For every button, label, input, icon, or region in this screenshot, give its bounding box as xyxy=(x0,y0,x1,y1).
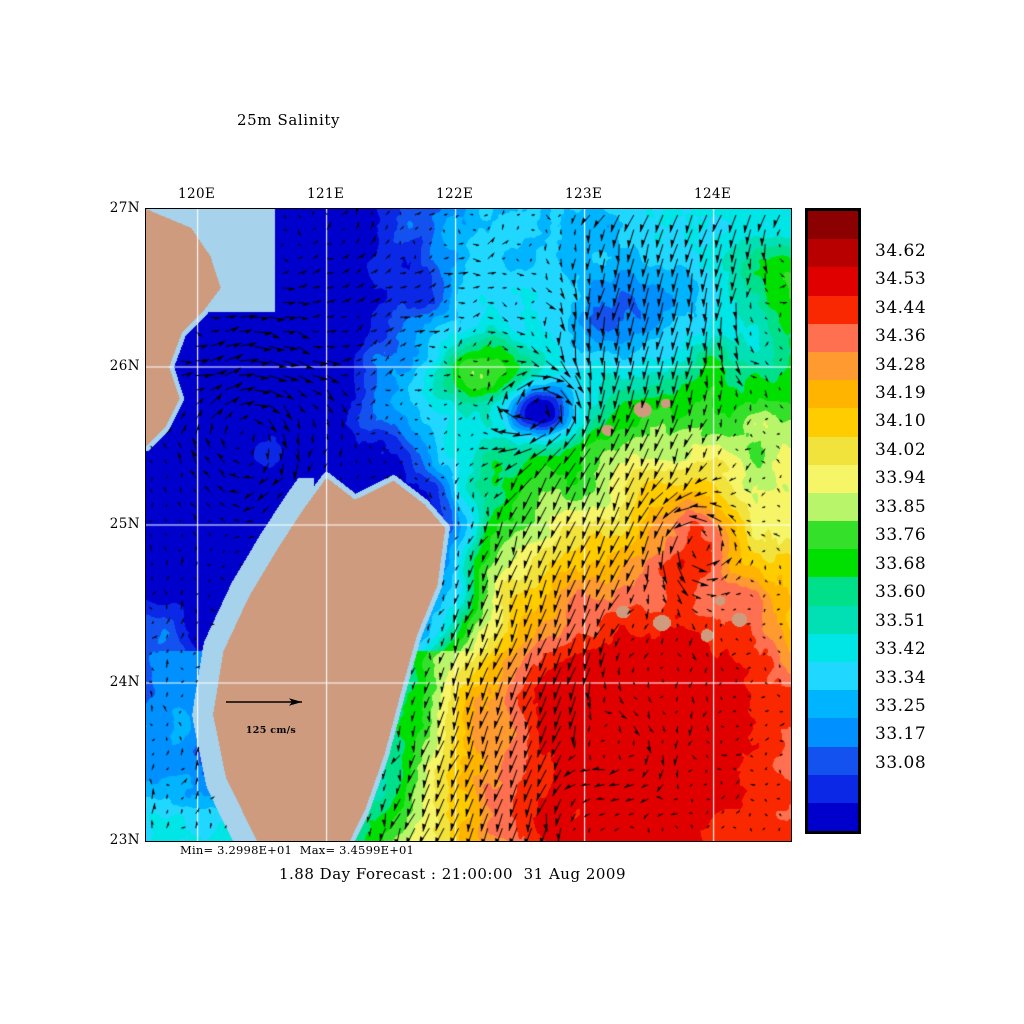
min-max-readout: Min= 3.2998E+01 Max= 3.4599E+01 xyxy=(180,843,415,857)
colorbar-tick-5: 34.19 xyxy=(875,382,927,403)
colorbar-band-6 xyxy=(808,380,858,409)
colorbar-gradient xyxy=(805,208,861,834)
colorbar-tick-18: 33.08 xyxy=(875,752,927,773)
colorbar-band-1 xyxy=(808,239,858,268)
colorbar-band-5 xyxy=(808,351,858,381)
colorbar-band-18 xyxy=(808,718,858,747)
lon-tick-label-0: 120E xyxy=(177,186,216,202)
colorbar-band-12 xyxy=(808,549,858,578)
colorbar-tick-3: 34.36 xyxy=(875,326,927,347)
colorbar-band-21 xyxy=(808,802,858,832)
colorbar-tick-11: 33.68 xyxy=(875,553,927,574)
colorbar-tick-15: 33.34 xyxy=(875,667,927,688)
colorbar-band-9 xyxy=(808,464,858,493)
colorbar-band-19 xyxy=(808,746,858,775)
current-vectors-canvas xyxy=(146,209,791,841)
page-title: 25m Salinity xyxy=(237,111,341,129)
colorbar-tick-12: 33.60 xyxy=(875,582,927,603)
colorbar-band-14 xyxy=(808,605,858,634)
lat-tick-label-0: 27N xyxy=(109,200,140,216)
forecast-caption: 1.88 Day Forecast : 21:00:00 31 Aug 2009 xyxy=(279,865,626,883)
colorbar-band-2 xyxy=(808,267,858,296)
colorbar-band-16 xyxy=(808,662,858,691)
colorbar-band-10 xyxy=(808,492,858,522)
lat-tick-label-4: 23N xyxy=(109,832,140,848)
lon-tick-label-1: 121E xyxy=(306,186,345,202)
colorbar-tick-14: 33.42 xyxy=(875,639,927,660)
lon-tick-label-4: 124E xyxy=(693,186,732,202)
colorbar-tick-13: 33.51 xyxy=(875,610,927,631)
map-plot-area: 125 cm/s xyxy=(145,208,792,842)
colorbar-band-3 xyxy=(808,295,858,324)
colorbar-tick-4: 34.28 xyxy=(875,354,927,375)
colorbar-band-7 xyxy=(808,408,858,437)
colorbar-band-13 xyxy=(808,577,858,606)
colorbar-tick-6: 34.10 xyxy=(875,411,927,432)
colorbar-tick-1: 34.53 xyxy=(875,269,927,290)
colorbar-tick-8: 33.94 xyxy=(875,468,927,489)
colorbar-band-15 xyxy=(808,633,858,662)
lat-tick-label-3: 24N xyxy=(109,674,140,690)
colorbar-tick-2: 34.44 xyxy=(875,297,927,318)
colorbar-band-17 xyxy=(808,690,858,719)
colorbar-band-0 xyxy=(808,211,858,240)
colorbar-band-4 xyxy=(808,323,858,352)
lon-tick-label-2: 122E xyxy=(435,186,474,202)
colorbar-band-8 xyxy=(808,436,858,465)
colorbar: 34.62 34.53 34.44 34.36 34.28 34.19 34.10 34.02… xyxy=(805,208,926,834)
colorbar-tick-16: 33.25 xyxy=(875,695,927,716)
colorbar-band-20 xyxy=(808,774,858,803)
lat-tick-label-1: 26N xyxy=(109,358,140,374)
colorbar-band-11 xyxy=(808,521,858,550)
latitude-axis: 27N 26N 25N 24N 23N xyxy=(94,0,140,1024)
lon-tick-label-3: 123E xyxy=(564,186,603,202)
colorbar-tick-9: 33.85 xyxy=(875,496,927,517)
colorbar-tick-7: 34.02 xyxy=(875,439,927,460)
colorbar-tick-10: 33.76 xyxy=(875,525,927,546)
colorbar-tick-17: 33.17 xyxy=(875,724,927,745)
colorbar-tick-labels: 34.62 34.53 34.44 34.36 34.28 34.19 34.10 34.02… xyxy=(867,208,977,834)
lat-tick-label-2: 25N xyxy=(109,516,140,532)
colorbar-tick-0: 34.62 xyxy=(875,240,927,261)
